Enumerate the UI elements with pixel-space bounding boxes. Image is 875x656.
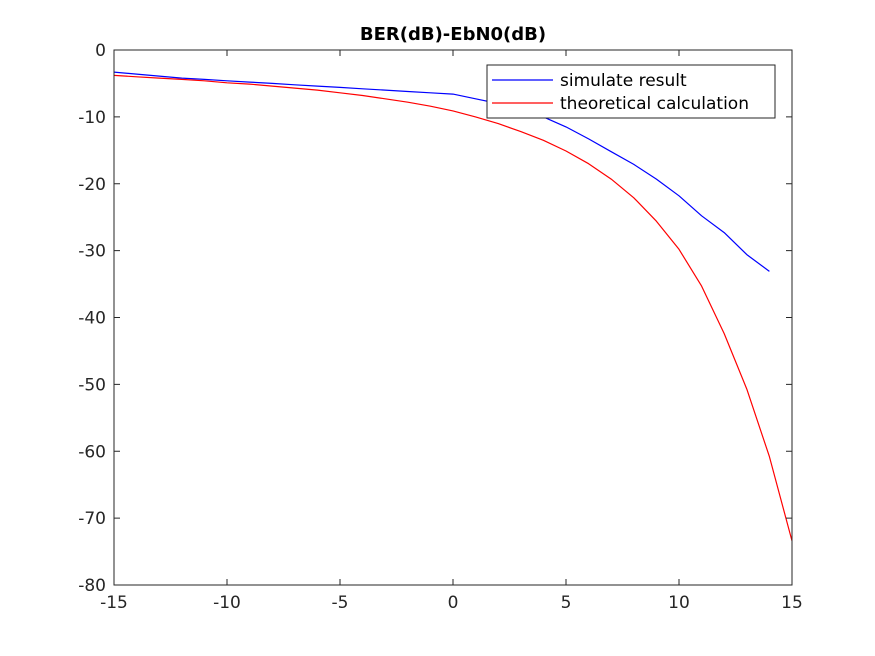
legend-box bbox=[486, 64, 776, 119]
chart-title: BER(dB)-EbN0(dB) bbox=[360, 24, 546, 45]
x-tick-label: 15 bbox=[781, 593, 803, 613]
legend-label-1: theoretical calculation bbox=[560, 94, 749, 114]
legend-label-0: simulate result bbox=[560, 71, 687, 91]
axes-layer: -15 -10 -5 0 5 10 150-10-20-30-40-50-60-70-80 bbox=[78, 41, 803, 613]
y-tick-label: -30 bbox=[78, 242, 106, 262]
y-tick-label: -10 bbox=[78, 108, 106, 128]
y-tick-label: -70 bbox=[78, 509, 106, 529]
x-tick-label: 0 bbox=[448, 593, 459, 613]
y-tick-label: -20 bbox=[78, 175, 106, 195]
series-layer bbox=[113, 71, 793, 542]
x-tick-label: -5 bbox=[332, 593, 349, 613]
x-tick-label: 10 bbox=[668, 593, 690, 613]
plot-area bbox=[114, 50, 792, 585]
legend: simulate result theoretical calculation bbox=[486, 64, 776, 119]
y-tick-label: -40 bbox=[78, 309, 106, 329]
series-line-1 bbox=[113, 74, 793, 542]
x-tick-label: -10 bbox=[213, 593, 241, 613]
y-tick-label: -80 bbox=[78, 576, 106, 596]
y-tick-label: 0 bbox=[95, 41, 106, 61]
x-tick-label: -15 bbox=[100, 593, 128, 613]
y-tick-label: -60 bbox=[78, 442, 106, 462]
y-tick-label: -50 bbox=[78, 375, 106, 395]
series-line-0 bbox=[113, 71, 770, 272]
x-tick-label: 5 bbox=[561, 593, 572, 613]
